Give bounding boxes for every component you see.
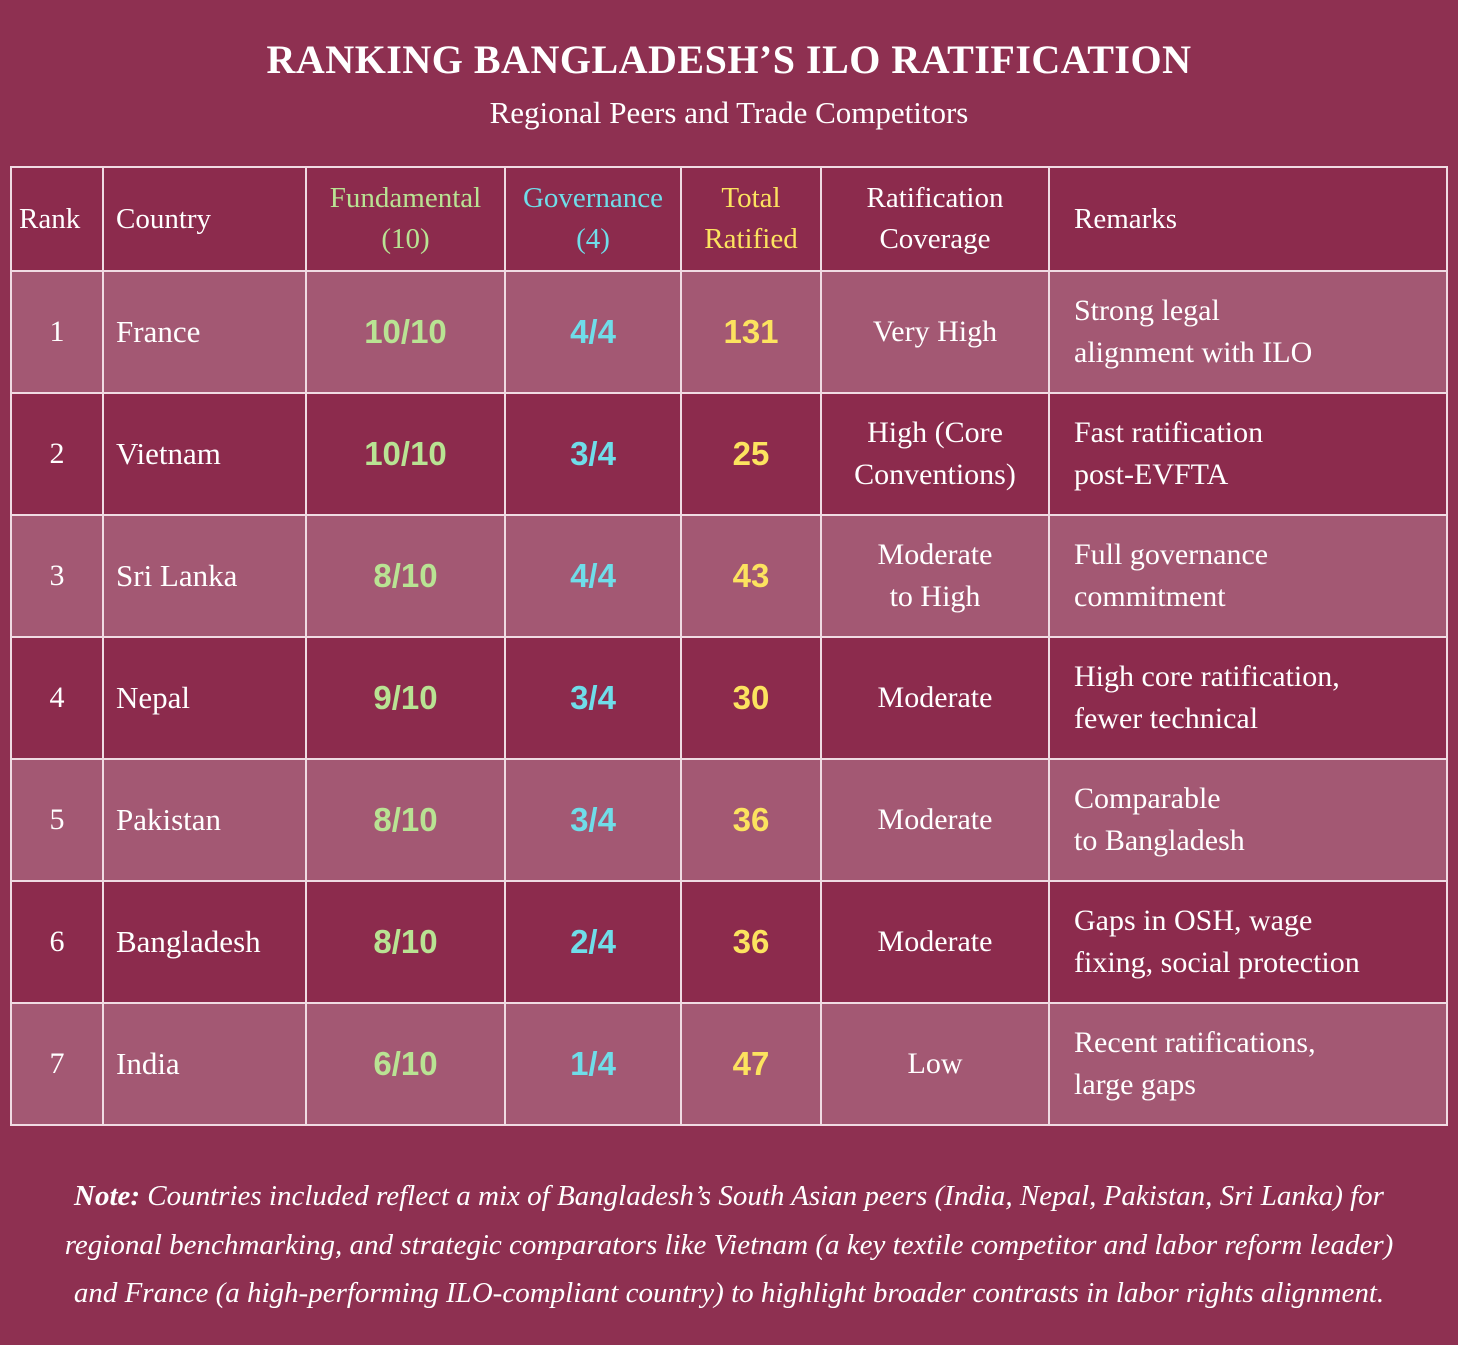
rank-cell: 3: [10, 514, 104, 638]
rank-cell: 5: [10, 758, 104, 882]
total-ratified-cell: 47: [680, 1002, 822, 1126]
page-title: RANKING BANGLADESH’S ILO RATIFICATION: [266, 37, 1192, 82]
country-cell: Pakistan: [102, 758, 307, 882]
fundamental-cell: 10/10: [305, 392, 506, 516]
rank-cell: 1: [10, 270, 104, 394]
remarks-cell: Comparable to Bangladesh: [1048, 758, 1448, 882]
table-row-vietnam: 2 Vietnam 10/10 3/4 25 High (Core Conven…: [10, 392, 1448, 516]
table-row-pakistan: 5 Pakistan 8/10 3/4 36 Moderate Comparab…: [10, 758, 1448, 882]
footnote-label: Note:: [74, 1180, 141, 1212]
coverage-cell: Very High: [820, 270, 1050, 394]
col-header-total-ratified: Total Ratified: [680, 166, 822, 272]
governance-cell: 1/4: [504, 1002, 682, 1126]
remarks-cell: Full governance commitment: [1048, 514, 1448, 638]
col-header-fundamental: Fundamental (10): [305, 166, 506, 272]
page-subtitle: Regional Peers and Trade Competitors: [489, 95, 969, 130]
governance-cell: 3/4: [504, 758, 682, 882]
governance-cell: 3/4: [504, 636, 682, 760]
col-header-governance: Governance (4): [504, 166, 682, 272]
coverage-cell: Low: [820, 1002, 1050, 1126]
country-cell: Bangladesh: [102, 880, 307, 1004]
governance-cell: 4/4: [504, 270, 682, 394]
ratification-table: Rank Country Fundamental (10) Governance…: [10, 166, 1448, 1126]
footnote: Note: Countries included reflect a mix o…: [43, 1172, 1415, 1318]
fundamental-cell: 9/10: [305, 636, 506, 760]
fundamental-cell: 8/10: [305, 758, 506, 882]
coverage-cell: Moderate: [820, 636, 1050, 760]
country-cell: France: [102, 270, 307, 394]
total-ratified-cell: 30: [680, 636, 822, 760]
total-ratified-cell: 25: [680, 392, 822, 516]
coverage-cell: Moderate: [820, 758, 1050, 882]
remarks-cell: Fast ratification post-EVFTA: [1048, 392, 1448, 516]
fundamental-cell: 8/10: [305, 514, 506, 638]
table-header-row: Rank Country Fundamental (10) Governance…: [10, 166, 1448, 272]
table-row-sri-lanka: 3 Sri Lanka 8/10 4/4 43 Moderate to High…: [10, 514, 1448, 638]
col-header-remarks: Remarks: [1048, 166, 1448, 272]
rank-cell: 2: [10, 392, 104, 516]
remarks-cell: High core ratification, fewer technical: [1048, 636, 1448, 760]
table-row-france: 1 France 10/10 4/4 131 Very High Strong …: [10, 270, 1448, 394]
col-header-ratification-coverage: Ratification Coverage: [820, 166, 1050, 272]
total-ratified-cell: 131: [680, 270, 822, 394]
table-row-nepal: 4 Nepal 9/10 3/4 30 Moderate High core r…: [10, 636, 1448, 760]
governance-cell: 3/4: [504, 392, 682, 516]
total-ratified-cell: 43: [680, 514, 822, 638]
country-cell: Sri Lanka: [102, 514, 307, 638]
footnote-text: Countries included reflect a mix of Bang…: [64, 1180, 1394, 1310]
country-cell: Vietnam: [102, 392, 307, 516]
remarks-cell: Gaps in OSH, wage fixing, social protect…: [1048, 880, 1448, 1004]
table-row-bangladesh: 6 Bangladesh 8/10 2/4 36 Moderate Gaps i…: [10, 880, 1448, 1004]
country-cell: India: [102, 1002, 307, 1126]
fundamental-cell: 6/10: [305, 1002, 506, 1126]
col-header-rank: Rank: [10, 166, 104, 272]
coverage-cell: Moderate: [820, 880, 1050, 1004]
country-cell: Nepal: [102, 636, 307, 760]
fundamental-cell: 8/10: [305, 880, 506, 1004]
governance-cell: 2/4: [504, 880, 682, 1004]
col-header-country: Country: [102, 166, 307, 272]
rank-cell: 4: [10, 636, 104, 760]
governance-cell: 4/4: [504, 514, 682, 638]
rank-cell: 6: [10, 880, 104, 1004]
total-ratified-cell: 36: [680, 880, 822, 1004]
coverage-cell: High (Core Conventions): [820, 392, 1050, 516]
total-ratified-cell: 36: [680, 758, 822, 882]
coverage-cell: Moderate to High: [820, 514, 1050, 638]
fundamental-cell: 10/10: [305, 270, 506, 394]
table-row-india: 7 India 6/10 1/4 47 Low Recent ratificat…: [10, 1002, 1448, 1126]
remarks-cell: Strong legal alignment with ILO: [1048, 270, 1448, 394]
rank-cell: 7: [10, 1002, 104, 1126]
remarks-cell: Recent ratifications, large gaps: [1048, 1002, 1448, 1126]
